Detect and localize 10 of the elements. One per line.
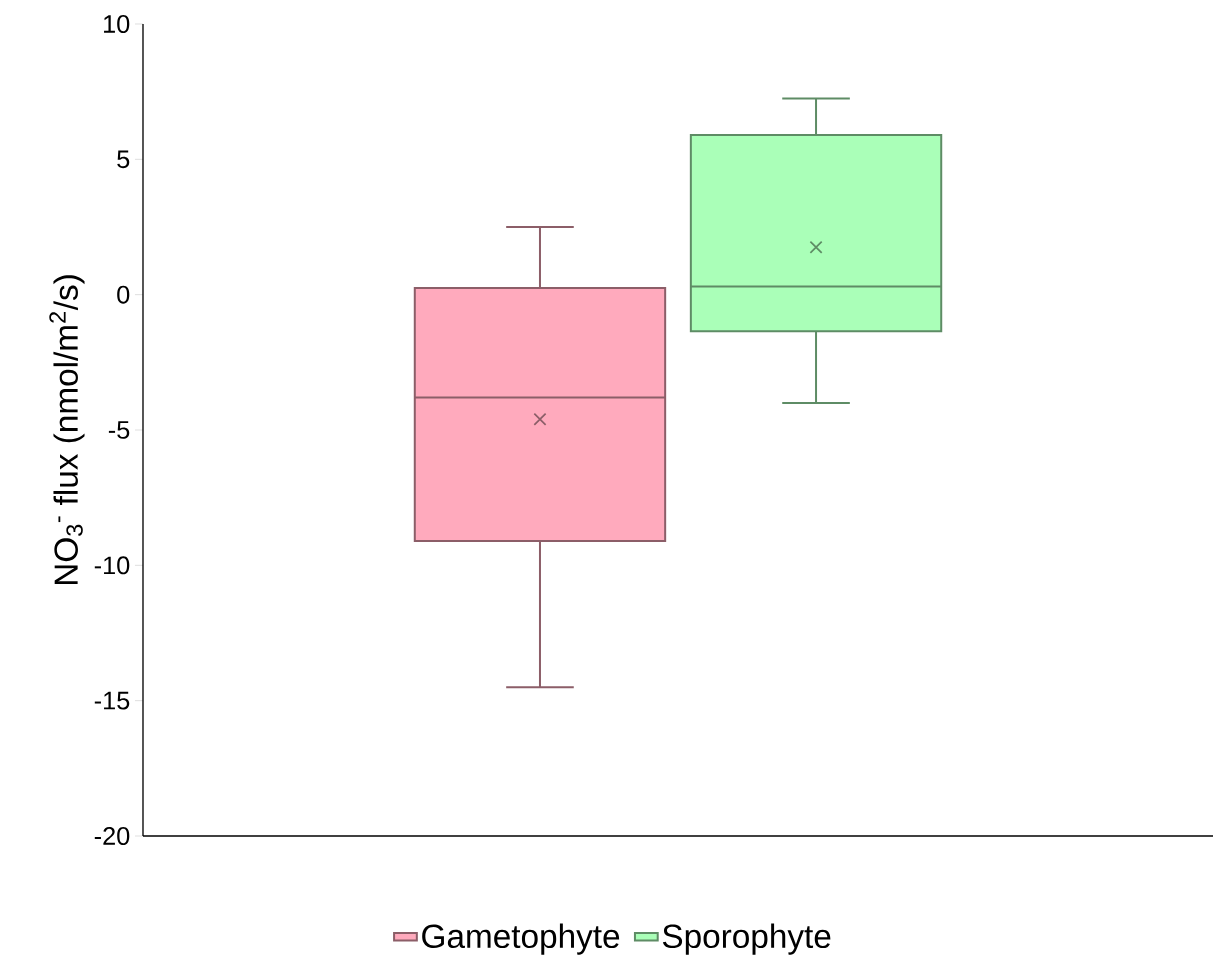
- y-tick-label: 10: [104, 15, 130, 33]
- y-tick-label: -20: [94, 827, 130, 845]
- y-tick-label: -15: [94, 691, 130, 710]
- y-tick-label: 0: [117, 285, 130, 304]
- y-tick-label: -10: [94, 556, 130, 575]
- legend-label: Gametophyte: [422, 923, 620, 955]
- legend-label: Sporophyte: [662, 923, 831, 955]
- y-tick-label: 5: [117, 150, 130, 169]
- y-axis-title: NO$_{3}$$^{-}$ flux (nmol/m$^{2}$/s): [49, 275, 85, 585]
- y-tick-label: -5: [108, 421, 130, 439]
